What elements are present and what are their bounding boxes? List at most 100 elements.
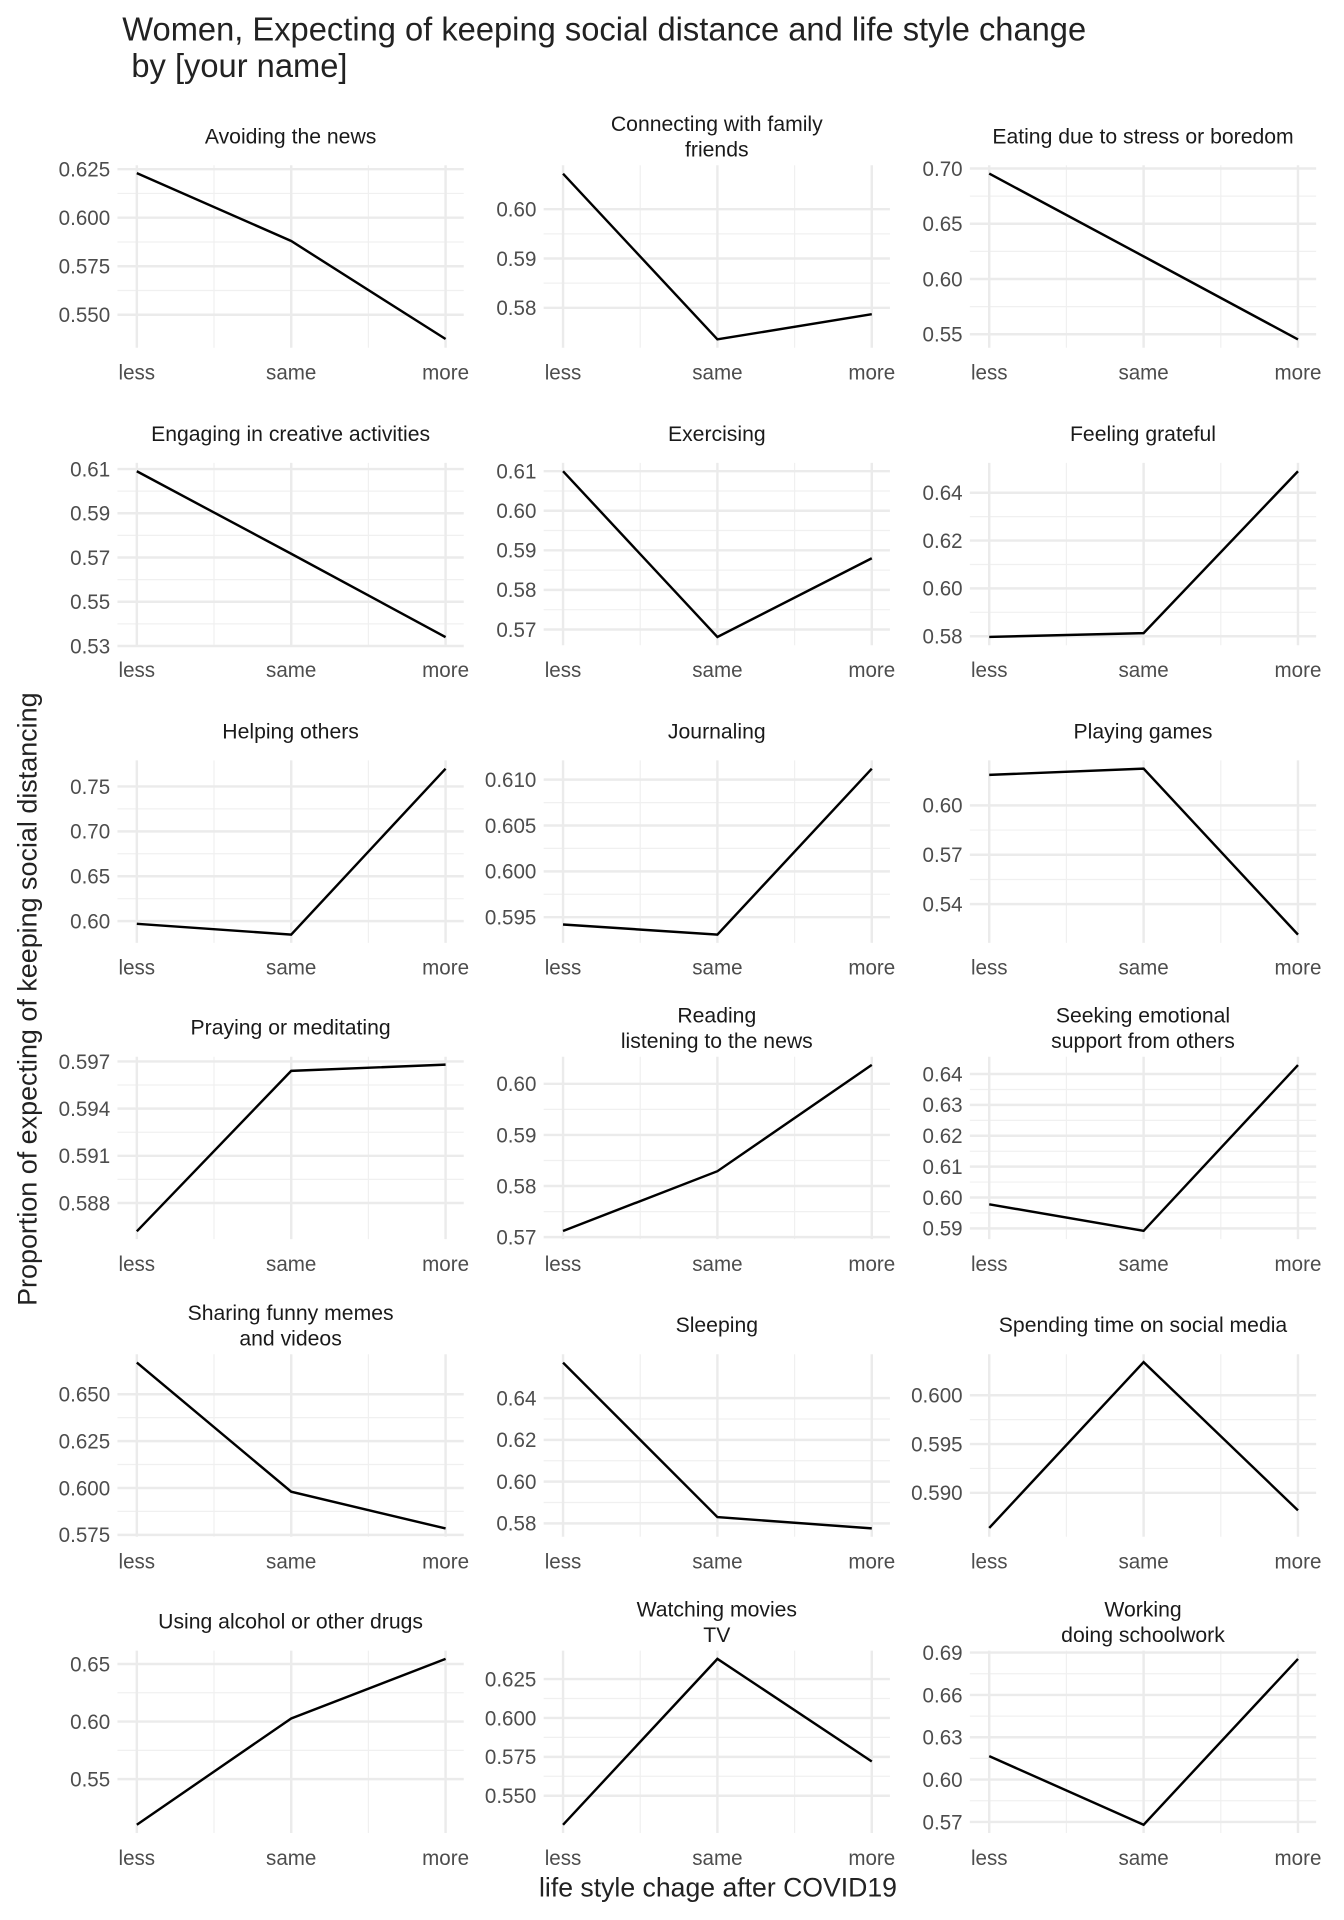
x-tick-label: less (545, 1847, 582, 1870)
x-tick-label: more (848, 1847, 895, 1870)
text-line: Sharing funny memes (188, 1301, 394, 1325)
x-tick-label: less (971, 659, 1008, 682)
y-tick-label: 0.575 (59, 1524, 110, 1547)
y-tick-label: 0.65 (70, 1653, 110, 1676)
y-tick-label: 0.591 (59, 1145, 110, 1168)
y-tick-label: 0.64 (923, 482, 963, 505)
x-tick-label: less (545, 361, 582, 384)
x-axis-label: life style chage after COVID19 (539, 1873, 897, 1903)
panel-title: Reading listening to the news (621, 1003, 813, 1053)
y-tick-label: 0.57 (496, 619, 536, 642)
x-tick-label: more (422, 659, 469, 682)
y-tick-label: 0.59 (496, 540, 536, 563)
y-tick-label: 0.62 (923, 1125, 963, 1148)
line (136, 171, 447, 341)
x-tick-label: more (1275, 361, 1322, 384)
panel-title: Spending time on social media (999, 1313, 1288, 1337)
y-tick-label: 0.61 (923, 1156, 963, 1179)
y-tick-label: 0.594 (59, 1098, 110, 1121)
x-tick-label: same (692, 1847, 742, 1870)
y-tick-label: 0.59 (496, 1124, 536, 1147)
panel: Watching movies TV 0.550 0.575 0.600 0.625 les… (485, 1597, 895, 1870)
line (562, 1657, 873, 1826)
y-tick-label: 0.57 (923, 1811, 963, 1834)
x-tick-label: less (971, 1253, 1008, 1276)
y-tick-label: 0.70 (923, 158, 963, 181)
x-tick-label: more (1275, 1253, 1322, 1276)
x-tick-label: less (119, 957, 156, 980)
line (562, 470, 873, 639)
x-tick-label: more (422, 1847, 469, 1870)
x-tick-label: more (848, 1253, 895, 1276)
y-tick-label: 0.55 (70, 591, 110, 614)
y-tick-label: 0.575 (485, 1746, 536, 1769)
panel-title: Avoiding the news (205, 124, 376, 148)
panel-title: Playing games (1074, 719, 1213, 743)
x-tick-label: more (1275, 659, 1322, 682)
y-tick-label: 0.600 (59, 207, 110, 230)
y-tick-label: 0.58 (496, 1175, 536, 1198)
y-tick-label: 0.58 (496, 1513, 536, 1536)
x-tick-label: more (1275, 1550, 1322, 1573)
y-tick-label: 0.62 (496, 1429, 536, 1452)
line (989, 1064, 1299, 1233)
x-tick-label: less (119, 1847, 156, 1870)
line (562, 1361, 872, 1530)
y-tick-label: 0.64 (923, 1063, 963, 1086)
y-tick-label: 0.600 (485, 861, 536, 884)
x-tick-label: same (266, 659, 316, 682)
x-tick-label: same (1118, 1253, 1168, 1276)
panel: Using alcohol or other drugs 0.55 0.60 0.65… (70, 1609, 469, 1869)
text-line: by [your name] (122, 47, 347, 84)
line (988, 1360, 1299, 1529)
panel-title: Engaging in creative activities (151, 422, 430, 446)
panel: Feeling grateful 0.58 0.60 0.62 0.64 less same… (923, 422, 1322, 682)
y-tick-label: 0.550 (485, 1785, 536, 1808)
x-tick-label: more (422, 1550, 469, 1573)
panel: Connecting with family friends 0.58 0.59 0.6… (496, 112, 895, 385)
y-tick-label: 0.60 (923, 578, 963, 601)
x-tick-label: same (692, 1253, 742, 1276)
panel: Avoiding the news 0.550 0.575 0.600 0.625 les… (59, 124, 469, 384)
chart-title: Women, Expecting of keeping social dista… (122, 10, 1086, 84)
panel-title: Feeling grateful (1070, 422, 1216, 446)
x-tick-label: more (422, 957, 469, 980)
y-tick-label: 0.69 (923, 1642, 963, 1665)
panel-title: Helping others (222, 719, 359, 743)
x-tick-label: more (422, 361, 469, 384)
y-tick-label: 0.59 (70, 503, 110, 526)
panel: Exercising 0.57 0.58 0.59 0.60 0.61 less same mo… (496, 422, 895, 682)
x-tick-label: same (266, 361, 316, 384)
x-tick-label: same (266, 1847, 316, 1870)
panel: Working doing schoolwork 0.57 0.60 0.63 0.66 0… (923, 1597, 1322, 1870)
y-tick-label: 0.60 (923, 795, 963, 818)
y-tick-label: 0.597 (59, 1051, 110, 1074)
x-tick-label: same (692, 1550, 742, 1573)
y-tick-label: 0.650 (59, 1383, 110, 1406)
panel-title: Sharing funny memes and videos (188, 1301, 394, 1351)
y-tick-label: 0.590 (911, 1482, 962, 1505)
panel: Helping others 0.60 0.65 0.70 0.75 less same mo… (70, 719, 469, 979)
y-tick-label: 0.60 (496, 1471, 536, 1494)
text-line: support from others (1051, 1029, 1235, 1053)
x-tick-label: less (545, 659, 582, 682)
panel-title: Journaling (668, 719, 766, 743)
x-tick-label: same (266, 1550, 316, 1573)
y-tick-label: 0.58 (923, 625, 963, 648)
x-tick-label: same (266, 957, 316, 980)
panel-title: Exercising (668, 422, 766, 446)
panel: Praying or meditating 0.588 0.591 0.594 0.59… (59, 1016, 469, 1276)
y-tick-label: 0.60 (70, 1711, 110, 1734)
line (562, 1063, 873, 1233)
x-tick-label: less (119, 1550, 156, 1573)
y-tick-label: 0.58 (496, 297, 536, 320)
line (562, 172, 872, 341)
text-line: Working (1104, 1597, 1181, 1621)
x-tick-label: more (1275, 1847, 1322, 1870)
text-line: Connecting with family (611, 112, 823, 136)
y-tick-label: 0.61 (496, 460, 536, 483)
text-line: Reading (677, 1003, 756, 1027)
line (562, 767, 873, 936)
